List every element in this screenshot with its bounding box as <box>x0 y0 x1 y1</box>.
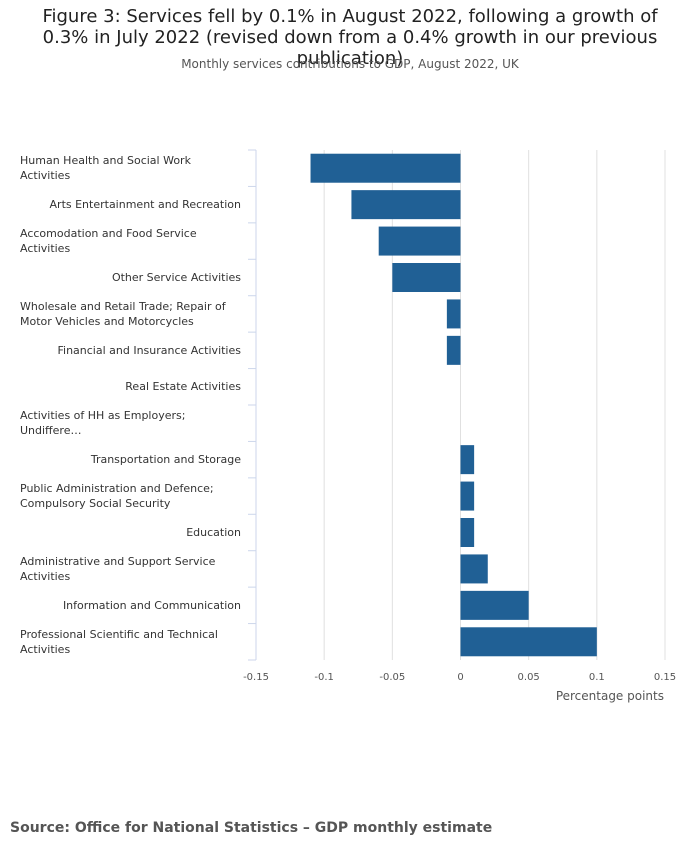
y-tick-label: Real Estate Activities <box>125 380 241 394</box>
bar <box>378 226 461 256</box>
y-tick-label: Transportation and Storage <box>90 453 241 467</box>
bar <box>460 590 529 620</box>
bar <box>392 263 461 292</box>
y-tick-label: Wholesale and Retail Trade; Repair of Mo… <box>20 299 226 328</box>
y-tick-label: Administrative and Support Service Activ… <box>20 554 216 583</box>
chart-title: Figure 3: Services fell by 0.1% in Augus… <box>42 6 658 69</box>
y-tick-label: Activities of HH as Employers; Undiffere… <box>20 409 186 438</box>
x-tick-label: -0.1 <box>314 672 334 683</box>
x-tick-label: -0.05 <box>379 672 405 683</box>
bar <box>460 518 475 547</box>
x-tick-label: 0.05 <box>518 672 540 683</box>
x-tick-label: 0.15 <box>654 672 676 683</box>
y-tick-label: Financial and Insurance Activities <box>57 343 241 357</box>
bar <box>446 335 461 365</box>
y-tick-label: Accomodation and Food Service Activities <box>20 227 197 256</box>
y-tick-label: Education <box>186 526 241 539</box>
bar <box>460 554 488 584</box>
bar <box>351 190 461 220</box>
bar <box>460 481 475 511</box>
bar <box>310 153 461 183</box>
y-tick-label: Public Administration and Defence; Compu… <box>20 482 214 511</box>
y-tick-label: Professional Scientific and Technical Ac… <box>20 627 218 656</box>
x-tick-label: 0.1 <box>589 672 605 683</box>
x-tick-label: -0.15 <box>243 672 269 683</box>
y-tick-label: Human Health and Social Work Activities <box>20 154 191 183</box>
x-tick-label: 0 <box>457 672 463 683</box>
x-axis-title: Percentage points <box>556 689 664 703</box>
chart-subtitle: Monthly services contributions to GDP, A… <box>181 57 519 71</box>
source: Source: Office for National Statistics –… <box>10 820 493 836</box>
y-tick-label: Arts Entertainment and Recreation <box>49 198 241 212</box>
bar <box>460 445 475 475</box>
bar <box>460 627 597 657</box>
y-tick-label: Information and Communication <box>62 598 241 612</box>
bar <box>446 299 461 329</box>
y-tick-label: Other Service Activities <box>111 271 241 284</box>
